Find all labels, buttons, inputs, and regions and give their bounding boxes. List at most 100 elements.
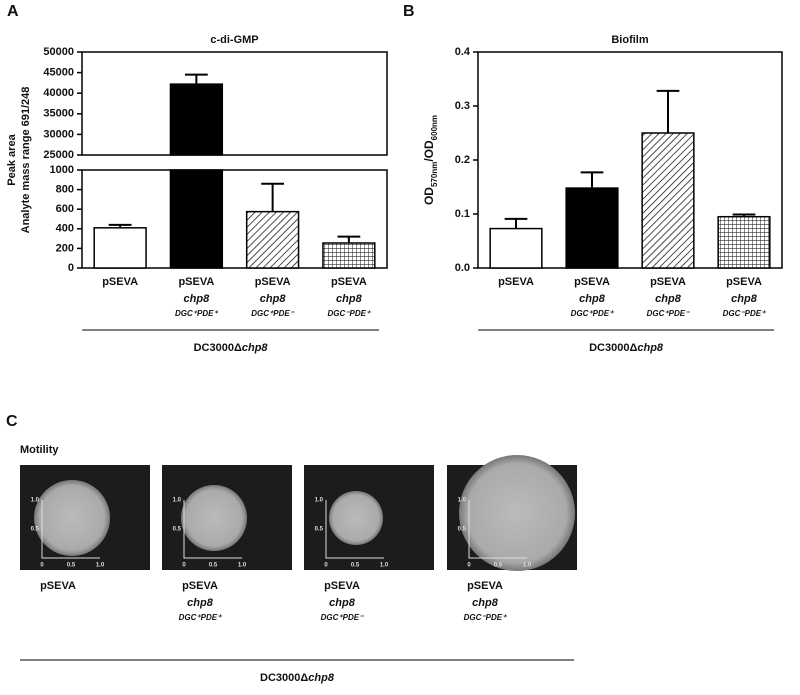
y-tick-label: 0 — [68, 262, 74, 274]
chart-title: Biofilm — [611, 34, 648, 46]
colony — [459, 455, 575, 571]
y-tick-label: 0.1 — [455, 208, 470, 220]
y-tick-label: 0.0 — [455, 262, 470, 274]
x-tick-label: pSEVA — [650, 276, 686, 288]
bar-upper — [169, 83, 224, 156]
image-tick-label: 0.5 — [351, 563, 360, 569]
x-tick-label: DGC⁺PDE⁺ — [179, 613, 222, 622]
chart-title: c-di-GMP — [210, 34, 258, 46]
y-tick-label: 40000 — [43, 87, 74, 99]
bar — [717, 215, 771, 269]
x-tick-label: pSEVA — [467, 580, 503, 592]
x-tick-label: chp8 — [472, 597, 499, 609]
image-tick-label: 1.0 — [238, 563, 247, 569]
group-label: DC3000Δchp8 — [589, 342, 664, 354]
image-tick-label: 1.0 — [31, 498, 40, 504]
x-tick-label: DGC⁺PDE⁺ — [571, 309, 614, 318]
y-tick-label: 0.3 — [455, 100, 470, 112]
y-tick-label: 35000 — [43, 108, 74, 120]
x-tick-label: chp8 — [329, 597, 356, 609]
image-tick-label: 1.0 — [380, 563, 389, 569]
x-tick-label: DGC⁺PDE⁻ — [647, 309, 690, 318]
plot-frame — [81, 169, 388, 269]
image-axes — [183, 500, 242, 559]
x-tick-label: DGC⁻PDE⁺ — [723, 309, 766, 318]
bar — [169, 169, 224, 269]
colony — [329, 491, 383, 545]
x-tick-label: chp8 — [731, 293, 758, 305]
image-tick-label: 1.0 — [458, 498, 467, 504]
y-tick-label: 0.4 — [455, 46, 471, 58]
group-label-part: chp8 — [242, 342, 269, 354]
y-tick-label: 800 — [56, 184, 74, 196]
x-tick-label: pSEVA — [178, 276, 214, 288]
y-tick-label: 400 — [56, 223, 74, 235]
x-tick-label: pSEVA — [255, 276, 291, 288]
y-tick-label: 200 — [56, 242, 74, 254]
y-axis-label-part: OD — [422, 187, 436, 205]
x-tick-label: pSEVA — [102, 276, 138, 288]
x-tick-label: DGC⁺PDE⁻ — [251, 309, 294, 318]
image-tick-label: 0.5 — [494, 563, 503, 569]
x-tick-label: chp8 — [187, 597, 214, 609]
x-tick-label: DGC⁻PDE⁺ — [464, 613, 507, 622]
x-tick-label: DGC⁺PDE⁺ — [175, 309, 218, 318]
x-tick-label: DGC⁻PDE⁺ — [328, 309, 371, 318]
x-tick-label: pSEVA — [331, 276, 367, 288]
x-tick-label: DGC⁺PDE⁻ — [321, 613, 364, 622]
x-tick-label: chp8 — [336, 293, 363, 305]
group-label: DC3000Δchp8 — [260, 672, 335, 684]
image-tick-label: 1.0 — [523, 563, 532, 569]
x-tick-label: chp8 — [184, 293, 211, 305]
panel-label: B — [403, 3, 415, 20]
group-label-part: DC3000Δ — [589, 342, 637, 354]
y-axis-label-part: 570nm — [430, 162, 439, 187]
image-tick-label: 0 — [40, 563, 44, 569]
x-tick-label: pSEVA — [40, 580, 76, 592]
bar — [322, 242, 376, 269]
y-axis-label: OD570nm/OD600nm — [422, 115, 438, 205]
y-tick-label: 25000 — [43, 149, 74, 161]
image-tick-label: 0 — [324, 563, 328, 569]
image-tick-label: 0 — [182, 563, 186, 569]
group-label-part: chp8 — [637, 342, 664, 354]
x-tick-label: chp8 — [655, 293, 682, 305]
x-tick-label: chp8 — [260, 293, 287, 305]
x-tick-label: pSEVA — [726, 276, 762, 288]
image-tick-label: 0 — [467, 563, 471, 569]
x-tick-label: chp8 — [579, 293, 606, 305]
group-label-part: chp8 — [308, 672, 335, 684]
x-tick-label: pSEVA — [324, 580, 360, 592]
image-tick-label: 1.0 — [96, 563, 105, 569]
y-axis-label: Analyte mass range 691/248 — [20, 87, 32, 234]
bar — [93, 227, 147, 269]
group-label-part: DC3000Δ — [260, 672, 308, 684]
panel-label: A — [7, 3, 19, 20]
image-tick-label: 0.5 — [458, 527, 467, 533]
plot-frame-upper — [81, 51, 388, 156]
x-tick-label: pSEVA — [182, 580, 218, 592]
image-tick-label: 1.0 — [315, 498, 324, 504]
bar — [489, 227, 543, 269]
colony — [34, 480, 110, 556]
image-axes — [41, 500, 100, 559]
colony — [181, 485, 247, 551]
y-axis-label-part: 600nm — [430, 115, 439, 140]
y-axis-label: Peak area — [6, 133, 18, 185]
bar — [565, 187, 619, 269]
y-tick-label: 1000 — [50, 164, 74, 176]
image-tick-label: 1.0 — [173, 498, 182, 504]
y-tick-label: 50000 — [43, 46, 74, 58]
bar — [641, 132, 695, 269]
panel-title: Motility — [20, 444, 59, 456]
y-tick-label: 0.2 — [455, 154, 470, 166]
y-tick-label: 600 — [56, 203, 74, 215]
y-tick-label: 45000 — [43, 67, 74, 79]
bar — [245, 210, 300, 269]
image-axes — [468, 500, 527, 559]
y-axis-label-part: /OD — [422, 140, 436, 162]
image-tick-label: 0.5 — [67, 563, 76, 569]
image-tick-label: 0.5 — [209, 563, 218, 569]
image-tick-label: 0.5 — [315, 527, 324, 533]
